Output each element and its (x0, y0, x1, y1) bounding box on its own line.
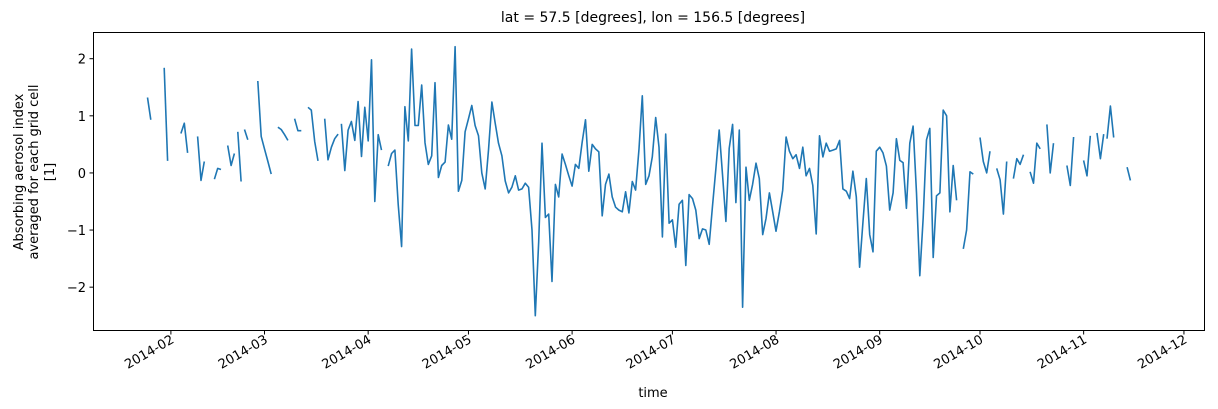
y-tick-label: −2 (67, 281, 86, 296)
series-segment (146, 97, 152, 120)
x-tick-label: 2014-05 (420, 332, 475, 372)
series-segment (163, 67, 169, 161)
x-tick-label: 2014-12 (1135, 332, 1190, 372)
series-segment (340, 58, 383, 203)
x-tick-label: 2014-08 (727, 332, 782, 372)
series-segment (1046, 124, 1055, 174)
y-tick-label: 2 (78, 53, 86, 68)
x-axis-ticks: 2014-02 2014-03 2014-04 2014-05 2014-06 2014-… (122, 330, 1190, 373)
plot-frame (93, 32, 1205, 331)
series-segment (962, 171, 974, 250)
series-segment (1106, 105, 1115, 139)
series-segment (1096, 132, 1105, 160)
series-segment (257, 80, 272, 175)
series-segment (243, 129, 249, 141)
series-segment (237, 131, 242, 182)
x-tick-label: 2014-07 (624, 332, 679, 372)
series-segment (226, 145, 236, 167)
series-segment (1029, 142, 1041, 184)
series-segment (387, 45, 958, 317)
y-tick-label: 0 (78, 167, 86, 182)
series-segment (1126, 167, 1132, 181)
series-segment (180, 122, 189, 153)
series-line (146, 45, 1132, 317)
y-axis-label-line-2: averaged for each grid cell (27, 84, 42, 259)
series-segment (1012, 154, 1025, 179)
series-segment (995, 161, 1008, 215)
x-tick-label: 2014-11 (1035, 332, 1090, 372)
series-segment (277, 126, 289, 141)
chart-title: lat = 57.5 [degrees], lon = 156.5 [degre… (501, 10, 805, 26)
x-tick-label: 2014-09 (831, 332, 886, 372)
x-tick-label: 2014-06 (524, 332, 579, 372)
x-axis-label: time (638, 386, 667, 401)
series-segment (1066, 136, 1075, 187)
series-segment (307, 106, 319, 162)
y-axis-label-line-1: Absorbing aerosol index (12, 93, 27, 250)
x-tick-label: 2014-10 (931, 332, 986, 372)
series-segment (196, 136, 206, 182)
series-segment (1082, 135, 1092, 177)
y-tick-label: −1 (67, 224, 86, 239)
series-segment (979, 137, 991, 174)
y-axis-label-line-3: [1] (43, 163, 58, 181)
y-tick-label: 1 (78, 110, 86, 125)
y-axis-ticks: −2 −1 0 1 2 (67, 53, 94, 296)
x-tick-label: 2014-03 (216, 332, 271, 372)
series-segment (213, 167, 222, 180)
x-tick-label: 2014-04 (320, 332, 375, 372)
series-segment (323, 118, 339, 161)
y-axis-label: Absorbing aerosol index averaged for eac… (12, 84, 58, 259)
x-tick-label: 2014-02 (122, 332, 177, 372)
series-segment (293, 118, 302, 132)
